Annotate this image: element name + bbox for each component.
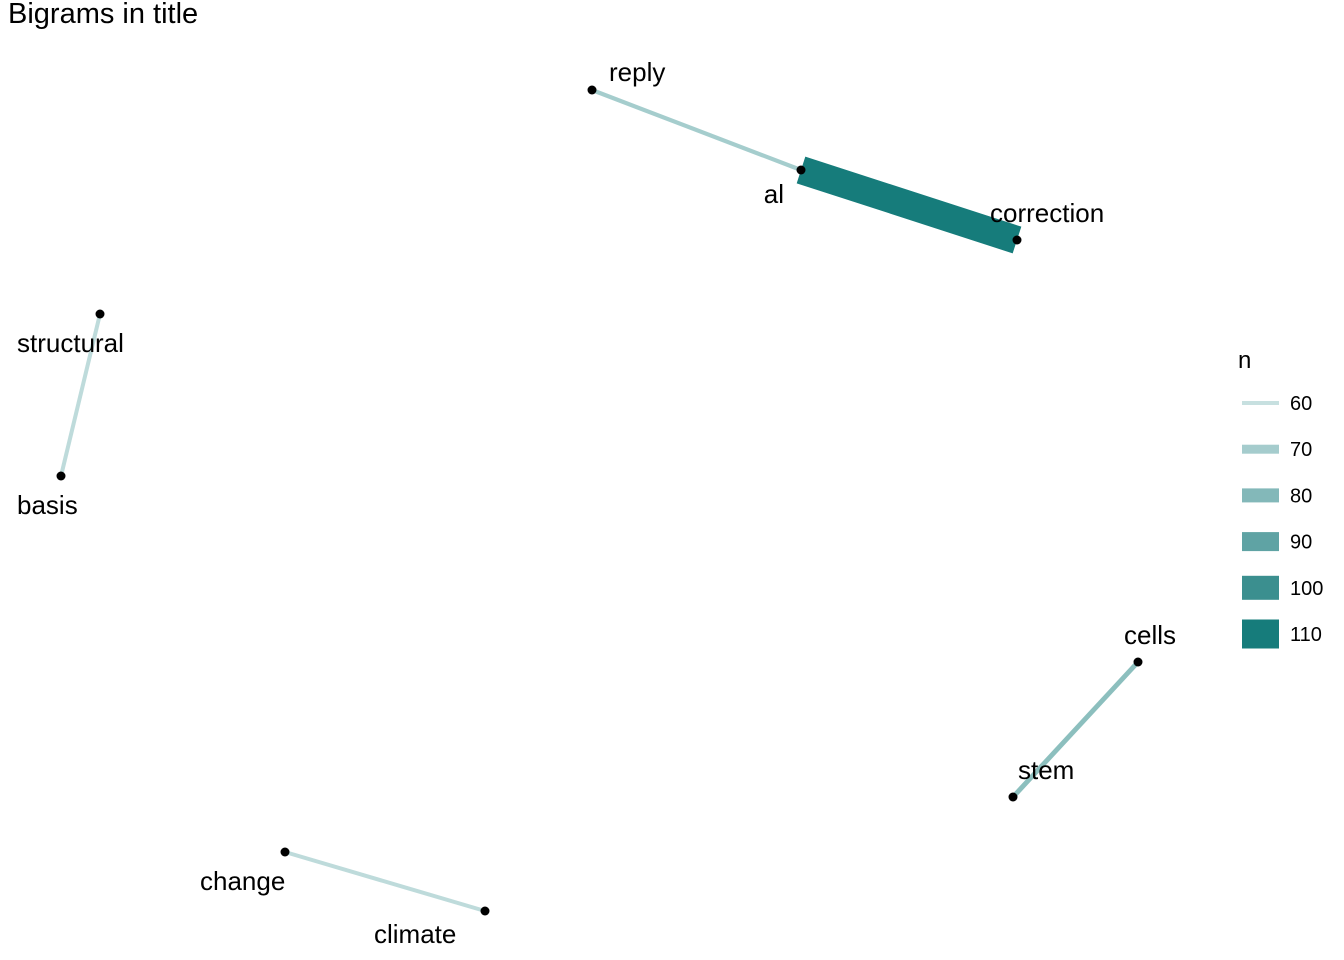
legend-key-110: [1242, 619, 1279, 649]
node-label-stem: stem: [1018, 755, 1074, 785]
node-label-basis: basis: [17, 490, 78, 520]
node-label-cells: cells: [1124, 620, 1176, 650]
edge-stem-cells: [1011, 660, 1140, 799]
legend-label-90: 90: [1290, 532, 1312, 554]
legend-label-60: 60: [1290, 393, 1312, 415]
node-cells: [1133, 657, 1143, 667]
legend-key-70: [1242, 444, 1279, 454]
legend-key-60: [1242, 401, 1279, 405]
legend-key-80: [1242, 488, 1279, 503]
node-label-change: change: [200, 866, 285, 896]
node-change: [280, 847, 290, 857]
node-reply: [587, 85, 597, 95]
edges-group: [59, 88, 1140, 913]
node-label-reply: reply: [609, 57, 665, 87]
legend-label-100: 100: [1290, 578, 1323, 600]
legend-title: n: [1238, 347, 1251, 374]
node-label-correction: correction: [990, 198, 1104, 228]
node-al: [796, 165, 806, 175]
node-correction: [1012, 235, 1022, 245]
nodes-group: [56, 85, 1143, 916]
node-stem: [1008, 792, 1018, 802]
edge-structural-basis: [59, 313, 102, 477]
edge-reply-al: [591, 88, 802, 172]
legend-label-110: 110: [1290, 624, 1322, 646]
chart-title: Bigrams in title: [8, 0, 199, 30]
legend-key-100: [1242, 575, 1279, 600]
node-label-al: al: [764, 179, 784, 209]
node-structural: [95, 309, 105, 319]
node-basis: [56, 471, 66, 481]
node-label-climate: climate: [374, 919, 456, 949]
legend-label-80: 80: [1290, 485, 1312, 507]
edge-al-correction: [796, 156, 1022, 254]
legend-label-70: 70: [1290, 439, 1312, 461]
node-label-structural: structural: [17, 328, 124, 358]
legend: n 60 70 80 90 100 110: [1238, 347, 1323, 649]
labels-group: reply al correction structural basis cells ste…: [17, 57, 1176, 949]
edge-change-climate: [284, 850, 486, 913]
legend-key-90: [1242, 532, 1279, 552]
node-climate: [480, 906, 490, 916]
